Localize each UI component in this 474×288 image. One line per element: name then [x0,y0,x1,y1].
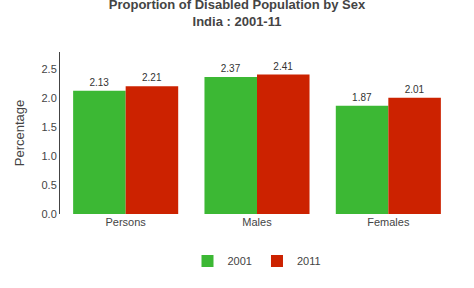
svg-text:2.21: 2.21 [142,72,162,83]
svg-text:1.5: 1.5 [42,121,57,133]
svg-text:Males: Males [242,216,272,228]
svg-text:2.13: 2.13 [89,77,109,88]
svg-text:0.5: 0.5 [42,179,57,191]
svg-text:Percentage: Percentage [12,100,27,167]
svg-text:2.41: 2.41 [273,61,293,72]
svg-text:2.01: 2.01 [405,84,425,95]
svg-text:2.5: 2.5 [42,63,57,75]
svg-text:0.0: 0.0 [42,208,57,220]
svg-text:Females: Females [367,216,410,228]
svg-text:1.87: 1.87 [352,92,372,103]
svg-text:Proportion of Disabled Populat: Proportion of Disabled Population by Sex… [109,0,366,29]
svg-text:2.37: 2.37 [221,63,241,74]
svg-text:2.0: 2.0 [42,92,57,104]
svg-text:1.0: 1.0 [42,150,57,162]
svg-text:Persons: Persons [105,216,146,228]
svg-text:2011: 2011 [297,255,321,267]
svg-text:2001: 2001 [228,255,252,267]
